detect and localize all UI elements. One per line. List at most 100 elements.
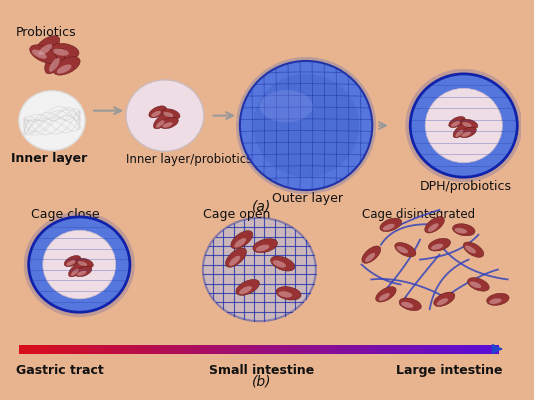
Bar <box>93 345 97 354</box>
Bar <box>373 345 376 354</box>
Bar <box>366 345 370 354</box>
Ellipse shape <box>71 269 79 276</box>
Bar <box>462 345 465 354</box>
Bar <box>230 345 233 354</box>
Bar <box>381 345 384 354</box>
Bar <box>414 345 418 354</box>
Bar <box>225 345 228 354</box>
Bar <box>472 345 475 354</box>
Bar <box>316 345 319 354</box>
Bar <box>455 345 458 354</box>
Bar <box>241 345 245 354</box>
Bar <box>433 345 437 354</box>
Bar <box>160 345 163 354</box>
Bar <box>117 345 121 354</box>
Ellipse shape <box>156 120 164 128</box>
Text: Inner layer/probiotics: Inner layer/probiotics <box>126 153 252 166</box>
Bar <box>155 345 159 354</box>
Bar <box>249 345 252 354</box>
Bar <box>318 345 321 354</box>
Bar <box>234 345 238 354</box>
Ellipse shape <box>459 127 476 138</box>
Bar <box>148 345 152 354</box>
Ellipse shape <box>32 50 47 59</box>
Text: Small intestine: Small intestine <box>209 364 314 377</box>
Bar <box>86 345 89 354</box>
Bar <box>357 345 360 354</box>
Bar <box>289 345 293 354</box>
Ellipse shape <box>278 291 292 298</box>
Ellipse shape <box>43 230 116 299</box>
Bar <box>263 345 266 354</box>
Bar <box>26 345 29 354</box>
Bar <box>447 345 451 354</box>
Ellipse shape <box>151 111 161 117</box>
Bar <box>158 345 161 354</box>
Bar <box>320 345 324 354</box>
Bar <box>218 345 221 354</box>
Ellipse shape <box>451 121 460 127</box>
Bar <box>103 345 106 354</box>
Bar <box>328 345 331 354</box>
Ellipse shape <box>66 260 75 266</box>
Ellipse shape <box>77 271 87 276</box>
Bar <box>268 345 271 354</box>
Ellipse shape <box>383 224 395 230</box>
Bar <box>344 345 348 354</box>
Bar <box>397 345 400 354</box>
Bar <box>191 345 195 354</box>
Bar <box>127 345 130 354</box>
Ellipse shape <box>453 124 468 138</box>
Bar <box>412 345 415 354</box>
Bar <box>313 345 317 354</box>
Text: Probiotics: Probiotics <box>16 26 76 39</box>
Bar <box>309 345 312 354</box>
Ellipse shape <box>469 282 481 288</box>
Bar <box>443 345 446 354</box>
Text: Outer layer: Outer layer <box>272 192 343 205</box>
Bar <box>270 345 274 354</box>
Bar <box>275 345 279 354</box>
Bar <box>311 345 315 354</box>
Ellipse shape <box>375 287 396 302</box>
Bar <box>175 345 178 354</box>
Bar <box>302 345 305 354</box>
Bar <box>493 345 497 354</box>
Ellipse shape <box>149 106 167 118</box>
Bar <box>333 345 336 354</box>
Bar <box>457 345 460 354</box>
Ellipse shape <box>395 242 416 257</box>
Bar <box>342 345 345 354</box>
Bar <box>496 345 499 354</box>
Ellipse shape <box>153 114 169 129</box>
Bar <box>170 345 173 354</box>
Ellipse shape <box>428 223 438 232</box>
Bar <box>215 345 218 354</box>
Ellipse shape <box>53 57 80 75</box>
Bar <box>452 345 456 354</box>
Ellipse shape <box>19 91 85 150</box>
Bar <box>337 345 341 354</box>
Text: DPH/probiotics: DPH/probiotics <box>420 180 512 193</box>
Bar <box>467 345 470 354</box>
Ellipse shape <box>49 58 60 72</box>
Bar <box>182 345 185 354</box>
Bar <box>38 345 42 354</box>
Ellipse shape <box>126 80 204 151</box>
Bar <box>399 345 403 354</box>
Bar <box>246 345 250 354</box>
Text: (b): (b) <box>252 375 271 389</box>
Bar <box>196 345 200 354</box>
Bar <box>139 345 142 354</box>
Bar <box>74 345 77 354</box>
Bar <box>144 345 147 354</box>
Ellipse shape <box>449 116 465 128</box>
Bar <box>292 345 295 354</box>
Bar <box>210 345 214 354</box>
Bar <box>304 345 307 354</box>
Ellipse shape <box>68 263 83 277</box>
Bar <box>120 345 123 354</box>
Bar <box>441 345 444 354</box>
Bar <box>409 345 413 354</box>
Ellipse shape <box>253 239 278 253</box>
